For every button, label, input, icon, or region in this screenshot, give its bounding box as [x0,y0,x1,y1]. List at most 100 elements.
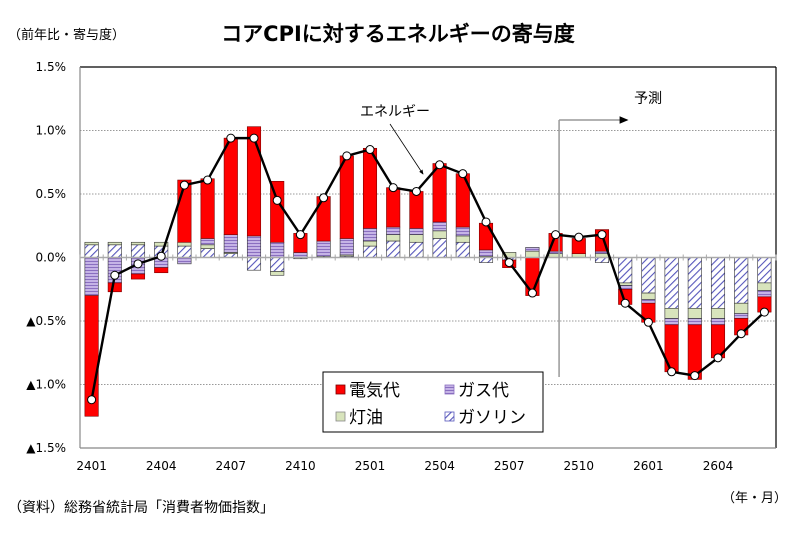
bar-segment-2504 [432,163,447,223]
energy-point-2401 [87,395,97,405]
bar-segment-2403 [130,244,146,258]
bar-segment-2606 [757,290,772,298]
bar-segment-2408 [246,126,262,237]
bar-segment-2502 [386,187,401,228]
bar-segment-2508 [525,250,540,258]
bar-segment-2408 [246,235,262,258]
energy-point-2404 [156,251,166,261]
bar-segment-2508 [525,247,540,252]
energy-point-2512 [620,298,630,308]
bar-segment-2505 [455,235,470,243]
energy-point-2501 [365,145,375,155]
bar-segment-2408 [246,257,262,271]
energy-point-2601 [643,317,653,327]
bar-segment-2501 [362,147,378,229]
bar-segment-2605 [734,313,749,319]
bar-segment-2602 [664,324,679,373]
bar-segment-2512 [618,282,633,286]
bar-segment-2411 [316,240,331,257]
y-tick-label: ▲0.5% [26,314,66,328]
energy-line-label: エネルギー [360,104,430,120]
bar-segment-2605 [734,302,749,314]
bar-segment-2604 [710,307,726,319]
bar-segment-2412 [339,155,354,239]
legend-label: 灯油 [349,408,383,428]
bar-segment-2407 [223,234,238,253]
bar-segment-2402 [107,244,122,258]
bar-segment-2504 [432,238,447,258]
x-tick-label: 2404 [146,459,177,473]
energy-point-2503 [411,186,421,196]
bar-segment-2409 [270,241,285,258]
x-tick-label: 2510 [564,459,595,473]
x-axis-unit-label: （年・月） [722,491,788,506]
bar-segment-2604 [710,318,726,326]
x-tick-label: 2401 [76,459,107,473]
y-tick-label: ▲1.5% [26,441,66,455]
energy-point-2402 [110,270,120,280]
bar-segment-2409 [270,271,285,276]
bar-segment-2503 [409,227,424,235]
energy-point-2508 [527,288,537,298]
legend-label: ガス代 [458,381,509,401]
forecast-marker: 予測 [558,91,662,377]
bar-segment-2503 [409,234,424,243]
x-tick-label: 2410 [285,459,316,473]
chart-title: コアCPIに対するエネルギーの寄与度 [221,22,575,46]
bar-segment-2506 [478,222,494,251]
bar-segment-2402 [107,282,122,293]
legend-swatch [335,384,346,395]
y-tick-label: 1.5% [36,60,67,74]
bar-segment-2401 [84,257,99,296]
bar-segment-2605 [734,257,749,304]
axes [79,66,777,449]
bar-segment-2601 [641,292,656,300]
source-note: （資料）総務省統計局「消費者物価指数」 [8,500,274,516]
bar-segment-2606 [757,282,772,291]
bar-segment-2509 [548,250,563,254]
bar-segment-2603 [687,307,702,319]
bar-segment-2504 [432,230,447,239]
bar-segment-2501 [362,227,378,242]
y-tick-label: 0.5% [36,187,67,201]
bar-segment-2505 [455,241,470,258]
energy-point-2410 [295,230,305,240]
energy-point-2606 [759,307,769,317]
energy-point-2405 [179,180,189,190]
bar-segment-2504 [432,221,447,232]
bar-segment-2601 [641,299,656,304]
energy-point-2511 [597,230,607,240]
y-tick-label: 1.0% [36,124,67,138]
legend-swatch [335,411,346,422]
bar-segment-2502 [386,240,401,258]
bar-segment-2406 [200,238,215,246]
bar-segment-2412 [339,238,354,256]
x-tick-label: 2501 [355,459,386,473]
x-tick-label: 2504 [424,459,455,473]
bar-segment-2403 [130,241,146,246]
bar-segment-2410 [293,252,308,258]
bar-segment-2403 [130,273,146,280]
legend-box [322,371,544,433]
bar-segment-2502 [386,234,401,242]
y-tick-label: 0.0% [36,251,67,265]
x-tick-label: 2604 [703,459,734,473]
bar-segment-2602 [664,318,679,326]
annotations: エネルギー [360,104,430,175]
legend-swatch [444,384,455,395]
energy-point-2510 [574,232,584,242]
energy-point-2407 [226,133,236,143]
bar-segment-2401 [84,244,99,258]
x-tick-label: 2507 [494,459,525,473]
bar-segment-2602 [664,307,679,319]
bar-segment-2511 [594,257,610,263]
bar-segment-2606 [757,257,772,284]
energy-total-line [90,136,766,400]
bar-segment-2409 [270,257,285,272]
energy-point-2408 [249,133,259,143]
bars [84,126,772,417]
bar-segment-2506 [478,249,494,257]
legend-swatch [444,411,455,422]
